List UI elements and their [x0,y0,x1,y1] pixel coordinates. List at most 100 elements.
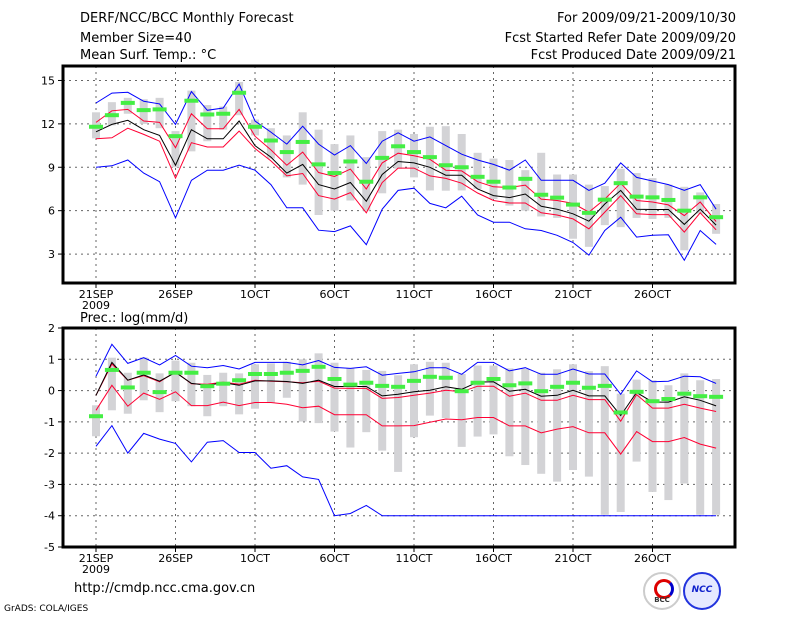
ensemble-spread-bar [219,106,228,130]
ensemble-mean-mark [343,159,358,164]
website-url[interactable]: http://cmdp.ncc.cma.gov.cn [74,581,256,596]
ensemble-mean-mark [677,208,692,213]
ensemble-spread-bar [171,360,180,402]
ensemble-spread-bar [203,105,212,142]
ensemble-spread-bar [616,168,625,228]
plot-frame [61,326,737,549]
ensemble-mean-mark [709,394,724,399]
ensemble-mean-mark [454,389,469,394]
temperature-panel: 3 6 9 12 15 21SEP 26SEP 1OCT 6OCT 11OCT 16OCT 21OCT… [41,64,737,312]
ensemble-spread-bar [712,378,721,515]
ensemble-mean-mark [216,381,231,386]
ensemble-spread-bar [298,359,307,422]
x-tick-label: 6OCT [319,288,349,301]
ensemble-mean-mark [375,155,390,160]
ensemble-mean-mark [359,380,374,385]
ensemble-mean-mark [136,108,151,113]
ensemble-mean-mark [89,414,103,419]
ensemble-mean-mark [120,385,135,390]
y-tick-label: -1 [44,416,55,429]
ensemble-mean-mark [581,385,596,390]
ensemble-mean-mark [486,376,501,381]
y-tick-label: -2 [44,447,55,460]
ensemble-mean-mark [502,185,517,190]
ensemble-spread-bar [648,380,657,492]
ensemble-spread-bar [473,365,482,437]
ensemble-mean-mark [327,171,342,176]
ensemble-spread-bar [680,186,689,251]
ensemble-mean-mark [677,391,692,396]
ensemble-mean-mark [168,370,183,375]
x-year-label: 2009 [82,563,110,576]
upper-line [95,108,717,222]
ensemble-spread-bar [330,144,339,211]
ensemble-spread-bar [171,131,180,168]
ensemble-spread-bar [696,192,705,214]
ensemble-mean-mark [168,134,183,139]
produced-date: Fcst Produced Date 2009/09/21 [530,48,736,63]
ensemble-mean-mark [709,215,724,220]
ensemble-spread-bar [584,184,593,247]
y-tick-label: 2 [48,322,55,335]
ensemble-mean-mark [391,384,406,389]
ensemble-spread-bar [632,379,641,462]
ensemble-mean-mark [486,179,501,184]
bcc-logo: BCC [643,572,681,610]
ensemble-mean-mark [279,370,294,375]
ensemble-mean-mark [613,181,628,186]
ensemble-spread-bar [489,158,498,200]
ensemble-spread-bar [394,129,403,169]
ensemble-mean-mark [438,163,453,168]
ensemble-mean-mark [248,124,262,129]
ensemble-spread-bar [569,174,577,239]
x-tick-label: 16OCT [475,288,512,301]
x-year-label: 2009 [82,299,110,312]
x-tick-label: 1OCT [240,288,270,301]
x-tick-label: 26SEP [158,552,193,565]
ensemble-spread-bar [616,393,625,512]
ensemble-mean-mark [407,378,421,383]
ensemble-mean-mark [343,382,358,387]
ensemble-mean-mark [391,144,406,149]
max-line [95,343,717,396]
forecast-period: For 2009/09/21-2009/10/30 [557,11,736,26]
ensemble-mean-mark [422,155,437,160]
ensemble-mean-mark [184,370,199,375]
ensemble-mean-mark [311,162,326,167]
x-tick-label: 21OCT [554,552,591,565]
x-tick-label: 21SEP [79,288,114,301]
ensemble-mean-mark [518,176,533,181]
ensemble-spread-bar [553,369,562,482]
y-tick-label: -3 [44,478,55,491]
x-tick-label: 26OCT [634,552,671,565]
variable-label: Mean Surf. Temp.: °C [80,48,217,63]
ensemble-spread-bar [441,126,450,191]
ensemble-mean-mark [279,150,294,155]
ensemble-mean-mark [248,371,262,376]
ensemble-mean-mark [152,390,167,395]
ensemble-spread-bar [394,375,403,472]
ensemble-mean-mark [550,195,565,200]
bcc-logo-text: BCC [654,596,670,604]
median-line [95,119,717,226]
ensemble-spread-bar [537,152,546,217]
ensemble-spread-bar [521,170,530,211]
ensemble-spread-bar [457,373,466,447]
ensemble-mean-mark [120,100,135,105]
ensemble-mean-mark [581,210,596,215]
ensemble-spread-bar [266,363,275,404]
ensemble-mean-mark [232,378,247,383]
ensemble-mean-mark [597,383,612,388]
x-tick-label: 11OCT [395,552,432,565]
ensemble-spread-bar [410,364,418,438]
ensemble-spread-bar [489,365,498,435]
ensemble-mean-mark [629,194,644,199]
ncc-logo: NCC [683,572,721,610]
ensemble-mean-mark [184,98,199,103]
ensemble-spread-bar [584,371,593,477]
ensemble-mean-mark [263,138,278,143]
lower-line [95,127,717,233]
ensemble-spread-bar [664,385,673,501]
median-line [95,361,717,417]
